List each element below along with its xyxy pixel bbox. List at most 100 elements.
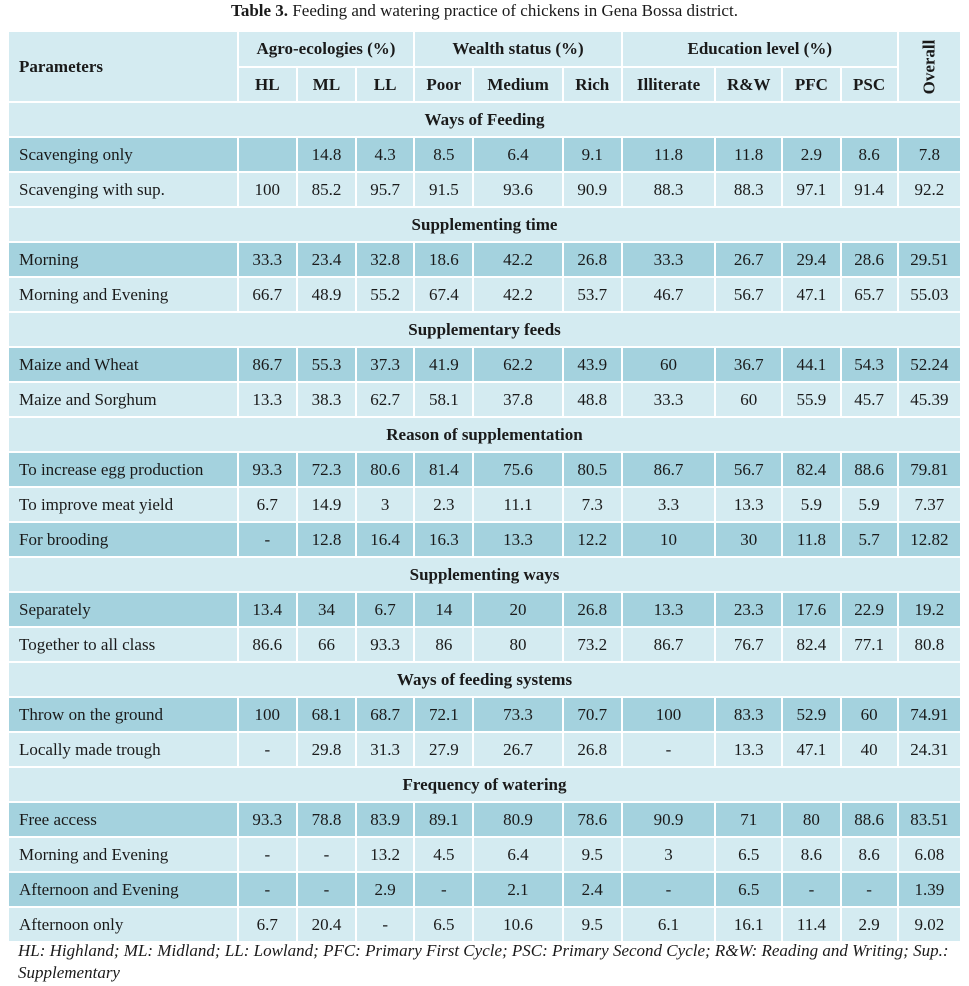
table-cell: 29.51	[896, 241, 963, 278]
row-label: Free access	[7, 801, 239, 838]
section-title: Ways of feeding systems	[7, 661, 962, 698]
column-header: HL	[236, 66, 298, 103]
column-header: Medium	[472, 66, 564, 103]
section-row: Supplementary feeds	[7, 311, 962, 348]
table-cell: 6.7	[355, 591, 416, 628]
table-cell: 44.1	[781, 346, 842, 383]
header-column-row: HL ML LL Poor Medium Rich Illiterate R&W PFC PSC	[8, 66, 961, 103]
table-cell: 28.6	[839, 241, 899, 278]
table-cell: 17.6	[781, 591, 842, 628]
table-cell: 9.1	[561, 136, 623, 173]
table-cell: 78.8	[295, 801, 358, 838]
table-body: Ways of Feeding Scavenging only 14.8 4.3 8.5…	[7, 101, 963, 943]
agro-ecologies-header: Agro-ecologies (%)	[236, 30, 416, 68]
table-cell: 74.91	[896, 696, 963, 733]
table-cell: 5.9	[839, 486, 899, 523]
row-label: Afternoon only	[7, 906, 239, 943]
table-cell: 6.7	[236, 486, 298, 523]
table-row: Afternoon and Evening - -2.9-2.1 2.4-6.5- -1…	[7, 871, 963, 908]
table-cell: 85.2	[295, 171, 358, 208]
table-cell: 27.9	[413, 731, 475, 768]
table-cell: -	[295, 836, 358, 873]
table-cell: 14.8	[295, 136, 358, 173]
table-cell: 62.7	[355, 381, 416, 418]
section-row: Ways of feeding systems	[7, 661, 962, 698]
table-row: Maize and Sorghum 13.3 38.3 62.7 58.1 37.8 48.…	[7, 381, 963, 418]
table-cell: 2.3	[413, 486, 475, 523]
table-cell: 93.6	[472, 171, 564, 208]
table-cell: 33.3	[236, 241, 298, 278]
table-cell: 2.9	[781, 136, 842, 173]
section-row: Reason of supplementation	[7, 416, 962, 453]
table-row: Maize and Wheat 86.7 55.3 37.3 41.9 62.2 43.9 6…	[7, 346, 963, 383]
row-label: Together to all class	[7, 626, 239, 663]
table-cell: 6.1	[620, 906, 717, 943]
row-label: Maize and Wheat	[7, 346, 239, 383]
table-cell: 9.5	[561, 906, 623, 943]
table-cell: 40	[839, 731, 899, 768]
table-cell: 26.7	[714, 241, 784, 278]
feeding-watering-table: Parameters Agro-ecologies (%) Wealth sta…	[7, 30, 963, 943]
table-row: Morning and Evening 66.7 48.9 55.2 67.4 42.2 5…	[7, 276, 963, 313]
table-cell: 42.2	[472, 241, 564, 278]
table-cell: 9.02	[896, 906, 963, 943]
table-cell: 14.9	[295, 486, 358, 523]
table-cell: -	[236, 871, 298, 908]
table-row: Scavenging only 14.8 4.3 8.5 6.4 9.1 11.8 11.8 2…	[7, 136, 963, 173]
column-header: Illiterate	[620, 66, 717, 103]
section-row: Frequency of watering	[7, 766, 962, 803]
section-title: Reason of supplementation	[7, 416, 962, 453]
table-row: For brooding -12.8 16.4 16.3 13.3 12.2 10 30 11.…	[7, 521, 963, 558]
table-cell: 7.3	[561, 486, 623, 523]
row-label: Throw on the ground	[7, 696, 239, 733]
table-cell: -	[620, 731, 717, 768]
table-cell: 100	[236, 171, 298, 208]
table-cell: 5.9	[781, 486, 842, 523]
table-cell: 88.3	[620, 171, 717, 208]
table-cell: 48.9	[295, 276, 358, 313]
table-cell: 31.3	[355, 731, 416, 768]
table-caption: Table 3. Feeding and watering practice o…	[0, 0, 969, 21]
table-cell: 92.2	[896, 171, 963, 208]
overall-header-label: Overall	[919, 39, 939, 94]
table-cell: 71	[714, 801, 784, 838]
table-cell: 13.3	[714, 486, 784, 523]
table-cell: 4.5	[413, 836, 475, 873]
table-cell: 55.03	[896, 276, 963, 313]
table-cell: 82.4	[781, 451, 842, 488]
table-row: Free access 93.3 78.8 83.9 89.1 80.9 78.6 90.9 7…	[7, 801, 963, 838]
table-cell: 37.8	[472, 381, 564, 418]
table-cell: 54.3	[839, 346, 899, 383]
table-cell: -	[236, 731, 298, 768]
table-cell: 4.3	[355, 136, 416, 173]
table-cell: 6.5	[413, 906, 475, 943]
table-cell: 86.7	[620, 451, 717, 488]
row-label: Locally made trough	[7, 731, 239, 768]
table-cell: 37.3	[355, 346, 416, 383]
table-cell: 77.1	[839, 626, 899, 663]
table-cell: 80.9	[472, 801, 564, 838]
table-cell: 13.3	[236, 381, 298, 418]
table-cell: -	[236, 521, 298, 558]
column-header: Poor	[413, 66, 475, 103]
table-cell: 12.82	[896, 521, 963, 558]
table-cell: 95.7	[355, 171, 416, 208]
table-cell: 52.24	[896, 346, 963, 383]
table-cell: 88.6	[839, 451, 899, 488]
table-cell: 16.3	[413, 521, 475, 558]
table-cell: 45.39	[896, 381, 963, 418]
table-cell: 67.4	[413, 276, 475, 313]
table-cell: 11.8	[781, 521, 842, 558]
table-cell: 91.4	[839, 171, 899, 208]
table-cell: 83.51	[896, 801, 963, 838]
table-cell: 3	[620, 836, 717, 873]
table-cell: 55.9	[781, 381, 842, 418]
table-cell: 38.3	[295, 381, 358, 418]
table-cell: -	[620, 871, 717, 908]
table-cell: 60	[620, 346, 717, 383]
row-label: Morning	[7, 241, 239, 278]
column-header: R&W	[714, 66, 784, 103]
table-cell: -	[236, 836, 298, 873]
table-cell: 36.7	[714, 346, 784, 383]
table-cell: -	[781, 871, 842, 908]
